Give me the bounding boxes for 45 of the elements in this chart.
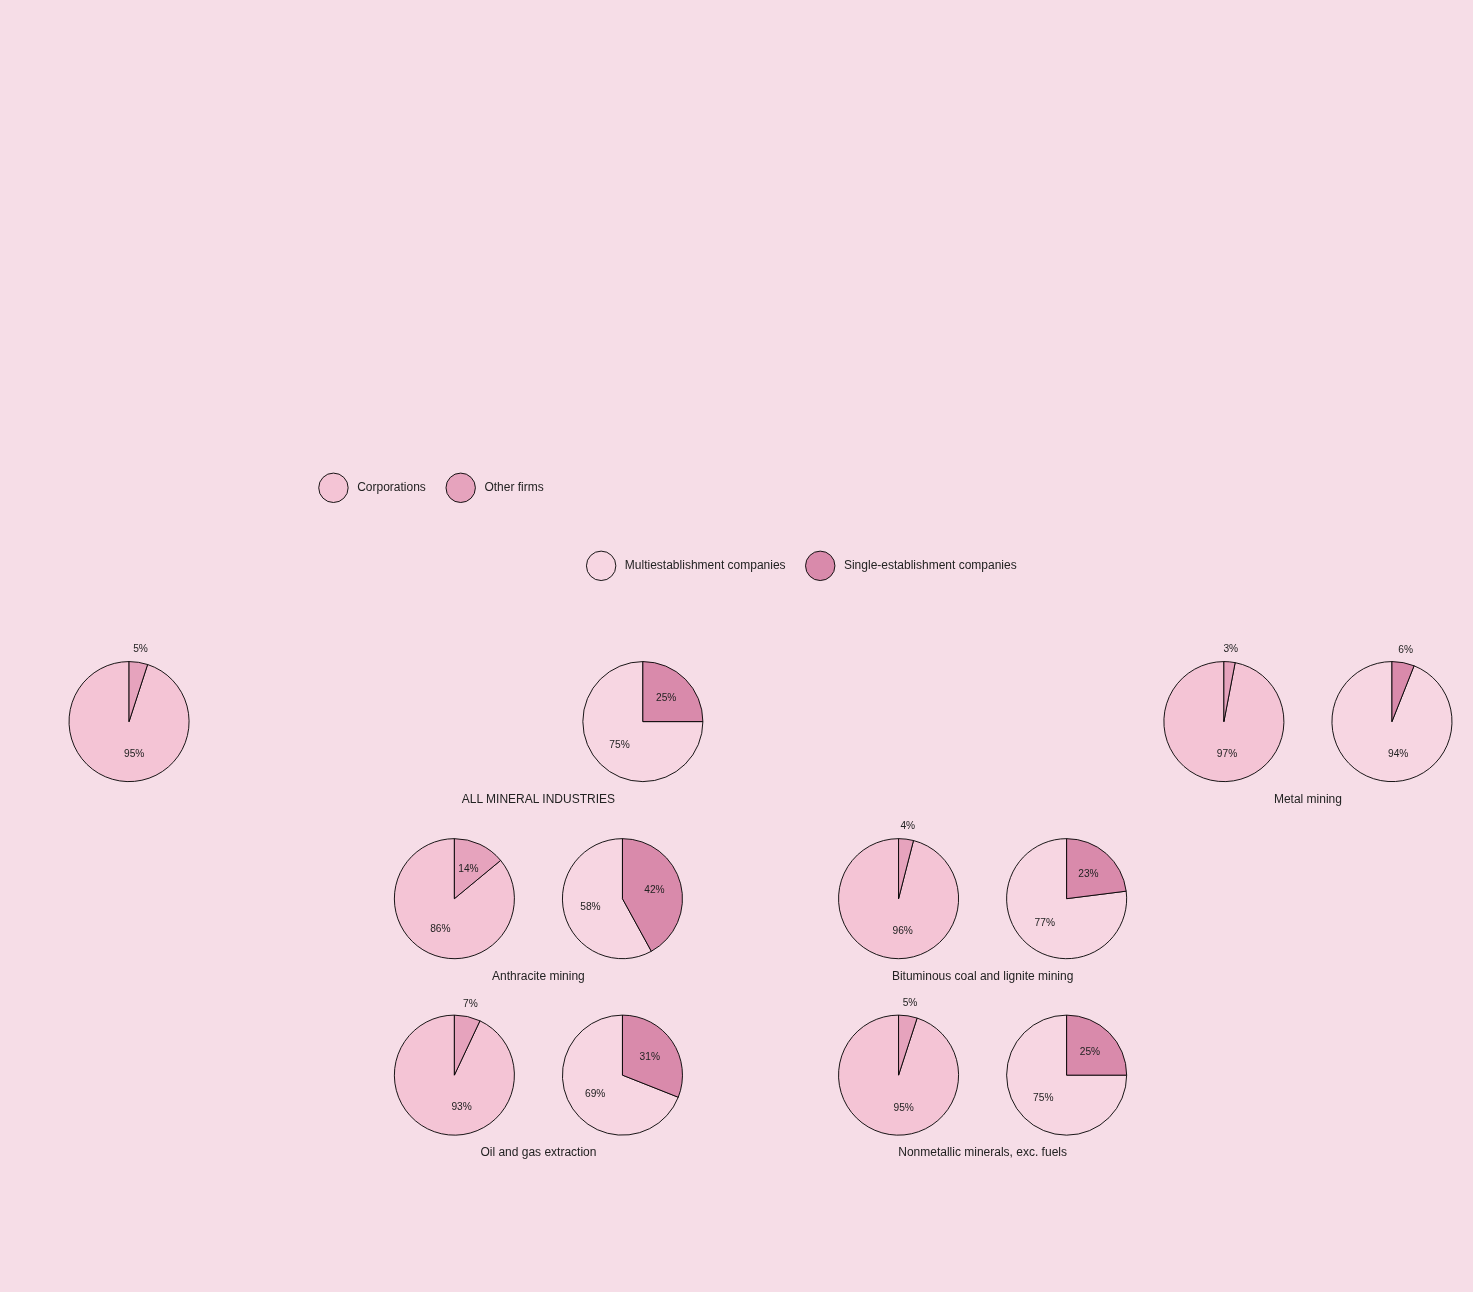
data-label: 97%: [1216, 748, 1238, 760]
pie-slice: [68, 661, 190, 783]
pie-slice: [838, 838, 959, 960]
pie-slice: [1331, 661, 1453, 782]
data-label: 96%: [892, 925, 913, 937]
data-label: 77%: [1034, 917, 1055, 929]
pie-slice: [562, 1014, 679, 1136]
data-label: 94%: [1387, 748, 1409, 760]
data-label: 4%: [900, 820, 916, 832]
data-label: 86%: [430, 922, 451, 934]
data-label: 42%: [644, 884, 665, 896]
data-label: 93%: [451, 1101, 472, 1113]
pie-slice: [393, 838, 515, 960]
data-label: 25%: [1079, 1045, 1101, 1057]
text: ALL MINERAL INDUSTRIES: [461, 791, 615, 806]
data-label: 58%: [580, 900, 601, 912]
data-label: 7%: [462, 997, 478, 1009]
data-label: 31%: [639, 1050, 660, 1062]
pie-slice: [393, 1014, 515, 1136]
data-label: 23%: [1078, 867, 1099, 879]
data-label: 69%: [584, 1087, 606, 1099]
data-label: 95%: [893, 1101, 914, 1113]
data-label: 14%: [458, 862, 479, 874]
pie-slice: [838, 1014, 959, 1136]
pie-slice: [1163, 661, 1285, 783]
data-label: 95%: [124, 748, 145, 760]
data-label: 25%: [656, 692, 677, 704]
data-label: 5%: [133, 643, 148, 655]
text: Bituminous coal and lignite mining: [891, 968, 1074, 983]
text: Nonmetallic minerals, exc. fuels: [898, 1145, 1067, 1160]
data-label: 3%: [1223, 642, 1239, 654]
text: Metal mining: [1273, 791, 1342, 806]
data-label: 5%: [902, 996, 918, 1008]
data-label: 75%: [609, 738, 630, 750]
pie-slice: [582, 661, 704, 783]
legend-label: Corporations: [357, 480, 426, 495]
legend-label: Other firms: [484, 480, 544, 495]
legend-label: Multiestablishment companies: [624, 558, 786, 573]
data-label: 6%: [1398, 643, 1414, 655]
pie-slice: [1006, 838, 1128, 960]
data-label: 75%: [1033, 1092, 1054, 1104]
text: Oil and gas extraction: [480, 1145, 597, 1160]
text: Anthracite mining: [492, 968, 585, 983]
pie-slice: [1006, 1014, 1128, 1136]
legend-label: Single-establishment companies: [843, 558, 1017, 573]
